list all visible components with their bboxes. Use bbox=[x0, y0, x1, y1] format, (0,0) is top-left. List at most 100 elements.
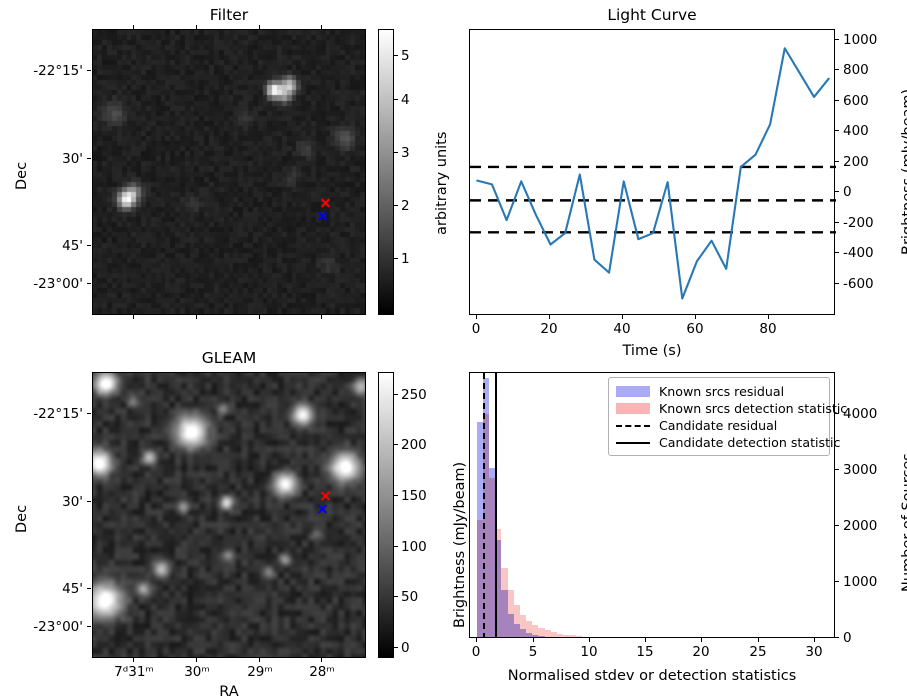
filter-ytick-1 bbox=[87, 158, 91, 159]
legend-item-0: Known srcs residual bbox=[616, 383, 822, 400]
lightcurve-ytick-7 bbox=[835, 69, 839, 70]
lightcurve-title: Light Curve bbox=[469, 6, 835, 24]
gleam-yticklabel-3: -23°00' bbox=[19, 619, 83, 635]
filter-ytick-0 bbox=[87, 70, 91, 71]
filter-cbar-label-1: 2 bbox=[401, 198, 410, 214]
histogram-xlabel: Normalised stdev or detection statistics bbox=[469, 668, 835, 684]
histogram-xtick-5 bbox=[758, 638, 759, 642]
lightcurve-ytick-3 bbox=[835, 191, 839, 192]
histogram-xticklabel-2: 10 bbox=[569, 644, 609, 660]
filter-title: Filter bbox=[92, 6, 366, 24]
lightcurve-xlabel: Time (s) bbox=[469, 343, 835, 359]
lightcurve-ytick-6 bbox=[835, 100, 839, 101]
legend-label-3: Candidate detection statistic bbox=[659, 435, 840, 450]
lightcurve-ytick-8 bbox=[835, 39, 839, 40]
histogram-yticklabel-2: 2000 bbox=[843, 518, 877, 534]
filter-cbar-label-2: 3 bbox=[401, 145, 410, 161]
gleam-cbar-tick-2 bbox=[394, 546, 398, 547]
histogram-xticklabel-6: 30 bbox=[794, 644, 834, 660]
gleam-xticklabel-3: 28ᵐ bbox=[291, 664, 353, 680]
histogram-ylabel: Number of Sources bbox=[900, 453, 907, 592]
lightcurve-ylabel: Brightness (mJy/beam) bbox=[900, 89, 907, 255]
histogram-yticklabel-0: 0 bbox=[843, 630, 852, 646]
filter-xtick-top-2 bbox=[259, 25, 260, 29]
histogram-xtick-0 bbox=[476, 638, 477, 642]
histogram-ytick-0 bbox=[835, 637, 839, 638]
histogram-ytick-4 bbox=[835, 413, 839, 414]
filter-xtick-bot-2 bbox=[259, 315, 260, 319]
gleam-xtick-0 bbox=[133, 658, 134, 662]
gleam-xtick-3 bbox=[321, 658, 322, 662]
lightcurve-yticklabel-2: -200 bbox=[843, 215, 874, 231]
filter-cbar-tick-4 bbox=[394, 55, 398, 56]
filter-cbar-tick-2 bbox=[394, 152, 398, 153]
lightcurve-xtick-1 bbox=[549, 315, 550, 319]
histogram-bar bbox=[551, 637, 557, 638]
lightcurve-ytick-5 bbox=[835, 130, 839, 131]
lightcurve-series-line bbox=[477, 48, 828, 298]
filter-cbar-tick-0 bbox=[394, 258, 398, 259]
filter-colorbar-label: arbitrary units bbox=[434, 132, 450, 235]
gleam-cbar-tick-5 bbox=[394, 394, 398, 395]
gleam-colorbar bbox=[378, 372, 394, 658]
gleam-cbar-tick-1 bbox=[394, 596, 398, 597]
histogram-xtick-2 bbox=[589, 638, 590, 642]
filter-xtick-bot-0 bbox=[133, 315, 134, 319]
filter-ytick-2 bbox=[87, 245, 91, 246]
histogram-ytick-3 bbox=[835, 469, 839, 470]
lightcurve-axes bbox=[469, 29, 835, 315]
histogram-xticklabel-1: 5 bbox=[513, 644, 553, 660]
lightcurve-ytick-2 bbox=[835, 222, 839, 223]
histogram-xtick-3 bbox=[645, 638, 646, 642]
lightcurve-ytick-4 bbox=[835, 161, 839, 162]
filter-cbar-label-3: 4 bbox=[401, 92, 410, 108]
gleam-xtick-1 bbox=[196, 658, 197, 662]
gleam-cbar-label-3: 150 bbox=[401, 488, 427, 504]
legend-item-3: Candidate detection statistic bbox=[616, 434, 822, 451]
gleam-ytick-0 bbox=[87, 413, 91, 414]
gleam-colorbar-gradient bbox=[379, 373, 393, 657]
lightcurve-ytick-1 bbox=[835, 252, 839, 253]
filter-cbar-tick-1 bbox=[394, 205, 398, 206]
histogram-xtick-6 bbox=[814, 638, 815, 642]
histogram-yticklabel-4: 4000 bbox=[843, 406, 877, 422]
gleam-cbar-label-2: 100 bbox=[401, 539, 427, 555]
gleam-sky-image bbox=[93, 373, 365, 657]
legend-label-2: Candidate residual bbox=[659, 418, 777, 433]
gleam-ytick-1 bbox=[87, 501, 91, 502]
histogram-xticklabel-3: 15 bbox=[625, 644, 665, 660]
filter-cbar-tick-3 bbox=[394, 99, 398, 100]
lightcurve-xtick-3 bbox=[695, 315, 696, 319]
filter-cbar-label-4: 5 bbox=[401, 48, 410, 64]
lightcurve-xticklabel-1: 20 bbox=[529, 321, 569, 337]
histogram-ytick-2 bbox=[835, 525, 839, 526]
histogram-xtick-1 bbox=[533, 638, 534, 642]
gleam-cbar-tick-0 bbox=[394, 647, 398, 648]
filter-xtick-bot-3 bbox=[321, 315, 322, 319]
legend-label-1: Known srcs detection statistic bbox=[659, 401, 847, 416]
gleam-cbar-label-0: 0 bbox=[401, 640, 410, 656]
filter-axes bbox=[92, 29, 366, 315]
gleam-axes bbox=[92, 372, 366, 658]
filter-xtick-top-0 bbox=[133, 25, 134, 29]
lightcurve-yticklabel-6: 600 bbox=[843, 93, 869, 109]
gleam-cbar-label-1: 50 bbox=[401, 589, 418, 605]
gleam-xlabel: RA bbox=[92, 684, 366, 700]
histogram-vline-candidate-residual bbox=[483, 373, 485, 638]
lightcurve-xticklabel-3: 60 bbox=[675, 321, 715, 337]
gleam-colorbar-label: Brightness (mJy/beam) bbox=[452, 462, 468, 628]
lightcurve-yticklabel-3: 0 bbox=[843, 184, 852, 200]
gleam-cbar-label-5: 250 bbox=[401, 387, 427, 403]
histogram-xtick-4 bbox=[701, 638, 702, 642]
histogram-ytick-1 bbox=[835, 581, 839, 582]
filter-ylabel: Dec bbox=[14, 162, 30, 190]
lightcurve-ytick-0 bbox=[835, 283, 839, 284]
histogram-xticklabel-0: 0 bbox=[456, 644, 496, 660]
histogram-bar bbox=[594, 637, 600, 638]
lightcurve-xticklabel-4: 80 bbox=[748, 321, 788, 337]
lightcurve-plot-area bbox=[470, 30, 836, 316]
filter-xtick-bot-1 bbox=[196, 315, 197, 319]
filter-ytick-3 bbox=[87, 283, 91, 284]
filter-sky-image bbox=[93, 30, 365, 314]
